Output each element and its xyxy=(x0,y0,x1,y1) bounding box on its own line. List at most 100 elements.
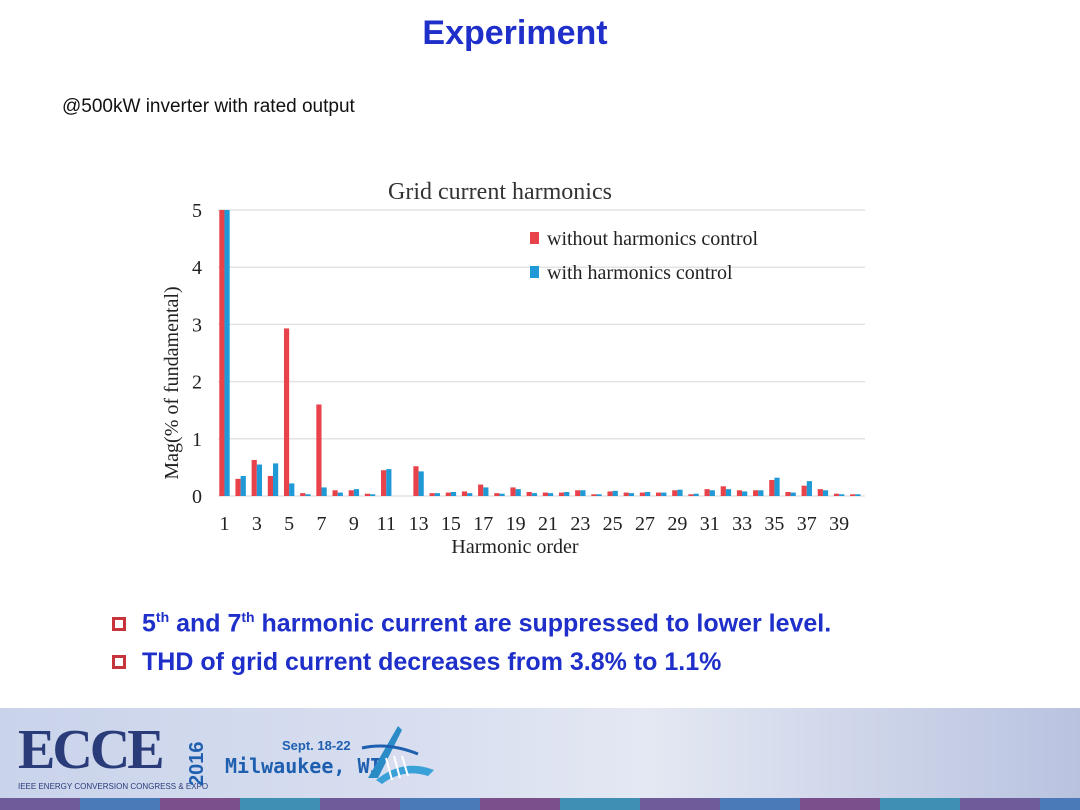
y-tick-label: 5 xyxy=(192,200,202,222)
bar-without-control xyxy=(283,328,290,496)
bar-without-control xyxy=(316,404,322,496)
bar-with-control xyxy=(661,492,667,496)
x-axis-label: Harmonic order xyxy=(451,536,579,558)
bar-without-control xyxy=(769,479,775,496)
bar-without-control xyxy=(526,491,532,496)
x-tick-label: 23 xyxy=(570,513,590,535)
bar-without-control xyxy=(510,487,516,496)
bar-without-control xyxy=(591,494,597,496)
x-tick-label: 33 xyxy=(732,513,752,535)
bar-with-control xyxy=(580,490,586,496)
bullet-square-icon xyxy=(112,655,126,669)
x-tick-label: 39 xyxy=(829,513,849,535)
bar-with-control xyxy=(742,491,748,496)
bar-without-control xyxy=(219,210,225,496)
bar-with-control xyxy=(855,494,861,496)
bar-with-control xyxy=(677,489,683,496)
x-tick-label: 5 xyxy=(284,513,294,535)
chart-grid xyxy=(218,209,865,497)
bar-with-control xyxy=(321,487,327,496)
ecce-logo-subtitle: IEEE ENERGY CONVERSION CONGRESS & EXPO xyxy=(18,782,209,791)
bar-without-control xyxy=(623,492,629,496)
x-tick-label: 7 xyxy=(317,513,327,535)
legend-label-with: with harmonics control xyxy=(547,262,733,284)
y-tick-label: 4 xyxy=(192,257,202,279)
bar-without-control xyxy=(445,492,451,496)
bar-with-control xyxy=(450,491,457,496)
bar-with-control xyxy=(467,493,473,496)
emblem-icon xyxy=(361,726,434,784)
bar-without-control xyxy=(850,494,856,496)
bar-with-control xyxy=(839,494,845,496)
bar-without-control xyxy=(575,490,581,496)
bar-with-control xyxy=(370,494,376,496)
bar-with-control xyxy=(386,469,392,496)
event-date: Sept. 18-22 xyxy=(282,738,351,753)
chart-title: Grid current harmonics xyxy=(388,179,612,205)
page-title: Experiment xyxy=(422,14,608,52)
finding-1-text: 5th and 7th harmonic current are suppres… xyxy=(142,609,832,638)
finding-2: THD of grid current decreases from 3.8% … xyxy=(112,646,831,678)
bar-with-control xyxy=(790,492,796,496)
bar-without-control xyxy=(461,491,468,496)
bar-without-control xyxy=(300,493,306,496)
x-tick-label: 21 xyxy=(538,513,558,535)
y-tick-label: 3 xyxy=(192,314,202,336)
bar-without-control xyxy=(817,489,823,496)
page-subtitle: @500kW inverter with rated output xyxy=(62,96,355,117)
bar-with-control xyxy=(353,489,360,496)
bar-with-control xyxy=(628,493,635,496)
bar-without-control xyxy=(381,470,387,496)
bar-without-control xyxy=(801,485,807,496)
bar-without-control xyxy=(785,491,791,496)
bar-with-control xyxy=(822,490,829,496)
legend-swatch-with xyxy=(530,266,539,278)
bar-without-control xyxy=(429,493,435,496)
bar-without-control xyxy=(753,490,759,496)
finding-1: 5th and 7th harmonic current are suppres… xyxy=(112,608,831,640)
x-tick-label: 31 xyxy=(700,513,720,535)
findings-list: 5th and 7th harmonic current are suppres… xyxy=(112,608,831,684)
x-axis-ticks: 1 3 5 7 9 11 13 15 17 19 21 23 25 27 29 31 33 35 37 39 xyxy=(219,513,849,535)
x-tick-label: 15 xyxy=(441,513,461,535)
bar-with-control xyxy=(612,490,618,496)
bar-without-control xyxy=(607,491,613,496)
bar-without-control xyxy=(267,475,273,496)
footer-stripe xyxy=(0,798,1080,810)
bar-with-control xyxy=(289,483,295,496)
bar-with-control xyxy=(774,477,780,496)
bar-with-control xyxy=(418,471,424,496)
bar-with-control xyxy=(337,492,343,496)
bar-with-control xyxy=(531,493,537,496)
y-tick-label: 0 xyxy=(192,486,202,508)
bar-without-control xyxy=(478,484,484,496)
bar-without-control xyxy=(688,494,694,496)
y-tick-label: 2 xyxy=(192,372,202,394)
y-axis-ticks: 0 1 2 3 4 5 xyxy=(192,200,202,508)
x-tick-label: 3 xyxy=(252,513,262,535)
x-tick-label: 27 xyxy=(635,513,655,535)
bar-without-control xyxy=(494,493,500,496)
bar-with-control xyxy=(256,464,263,496)
x-tick-label: 11 xyxy=(377,513,396,535)
bar-with-control xyxy=(483,487,489,496)
bar-with-control xyxy=(645,491,651,496)
x-tick-label: 19 xyxy=(506,513,526,535)
bar-with-control xyxy=(499,493,505,496)
bar-with-control xyxy=(305,494,311,496)
bullet-square-icon xyxy=(112,617,126,631)
x-tick-label: 17 xyxy=(473,513,493,535)
footer-banner: ECCE IEEE ENERGY CONVERSION CONGRESS & E… xyxy=(0,708,1080,810)
bar-without-control xyxy=(413,466,419,496)
bar-with-control xyxy=(240,475,246,496)
bar-with-control xyxy=(564,491,570,496)
bar-without-control xyxy=(348,490,354,496)
x-tick-label: 13 xyxy=(409,513,429,535)
x-tick-label: 35 xyxy=(764,513,784,535)
bar-without-control xyxy=(655,492,662,496)
x-tick-label: 37 xyxy=(797,513,817,535)
legend-label-without: without harmonics control xyxy=(547,228,759,250)
ecce-logo: ECCE xyxy=(18,719,165,781)
bar-without-control xyxy=(332,490,338,496)
